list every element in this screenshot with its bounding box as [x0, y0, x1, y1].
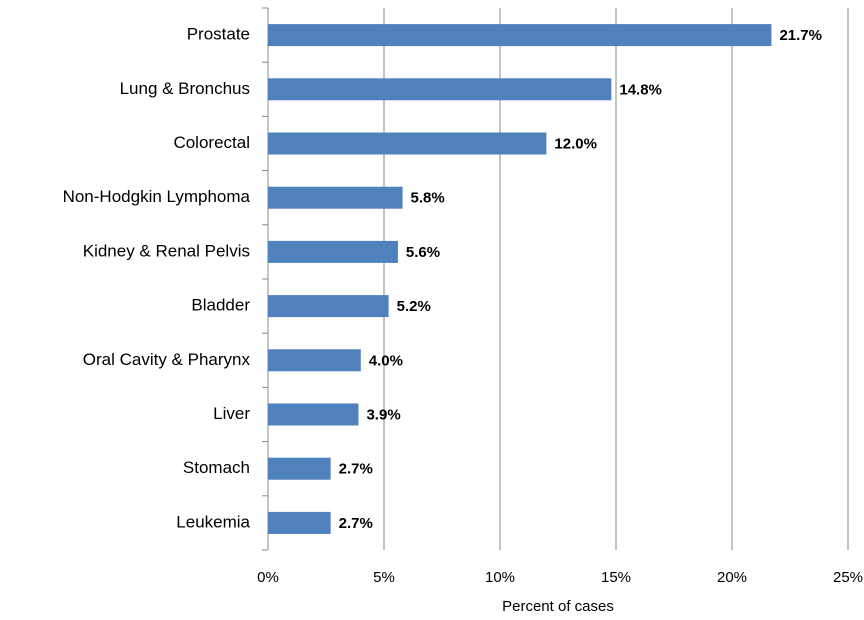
value-label: 3.9%	[366, 406, 400, 423]
value-label: 5.6%	[406, 244, 440, 261]
value-label: 2.7%	[339, 515, 373, 532]
value-label: 5.2%	[397, 298, 431, 315]
x-tick-label: 5%	[373, 569, 395, 586]
y-tick-label: Stomach	[183, 458, 250, 477]
y-tick-label: Colorectal	[173, 133, 250, 152]
x-tick-label: 25%	[833, 569, 863, 586]
y-tick-label: Bladder	[191, 296, 250, 315]
bar	[268, 240, 398, 263]
bar	[268, 186, 403, 209]
value-label: 14.8%	[619, 81, 662, 98]
bar	[268, 24, 772, 47]
y-tick-label: Oral Cavity & Pharynx	[83, 350, 251, 369]
bar	[268, 403, 359, 426]
x-tick-label: 20%	[717, 569, 747, 586]
y-tick-label: Prostate	[187, 25, 250, 44]
value-label: 21.7%	[779, 27, 822, 44]
x-tick-label: 15%	[601, 569, 631, 586]
value-label: 4.0%	[369, 352, 403, 369]
y-tick-label: Leukemia	[176, 512, 250, 531]
bar	[268, 349, 361, 372]
x-tick-label: 10%	[485, 569, 515, 586]
y-tick-label: Kidney & Renal Pelvis	[83, 241, 250, 260]
bar	[268, 457, 331, 480]
value-label: 5.8%	[411, 190, 445, 207]
x-tick-label: 0%	[257, 569, 279, 586]
value-label: 12.0%	[554, 135, 597, 152]
y-tick-label: Non-Hodgkin Lymphoma	[63, 187, 251, 206]
bar	[268, 511, 331, 534]
y-tick-label: Lung & Bronchus	[120, 79, 250, 98]
value-label: 2.7%	[339, 461, 373, 478]
bar	[268, 78, 612, 101]
bar	[268, 295, 389, 318]
x-axis-label: Percent of cases	[502, 598, 614, 615]
y-tick-label: Liver	[213, 404, 250, 423]
bar	[268, 132, 547, 155]
